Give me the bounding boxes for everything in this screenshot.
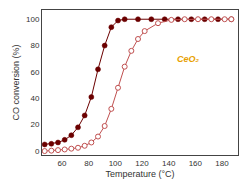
svg-text:0: 0: [35, 147, 40, 156]
svg-text:CeO₂: CeO₂: [177, 54, 200, 64]
svg-text:CO conversion (%): CO conversion (%): [11, 44, 21, 120]
svg-text:160: 160: [189, 159, 203, 168]
svg-text:100: 100: [26, 15, 40, 24]
svg-text:60: 60: [30, 68, 39, 77]
svg-text:20: 20: [30, 120, 39, 129]
svg-text:180: 180: [215, 159, 229, 168]
svg-text:Temperature (°C): Temperature (°C): [105, 169, 174, 179]
svg-text:100: 100: [109, 159, 123, 168]
svg-text:80: 80: [84, 159, 93, 168]
svg-text:140: 140: [162, 159, 176, 168]
svg-text:80: 80: [30, 41, 39, 50]
svg-text:40: 40: [30, 94, 39, 103]
svg-text:120: 120: [135, 159, 149, 168]
svg-text:60: 60: [58, 159, 67, 168]
